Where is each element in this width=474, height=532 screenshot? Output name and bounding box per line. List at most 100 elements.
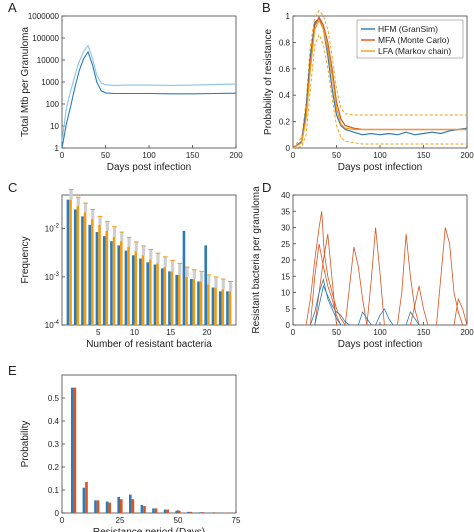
bar-orange bbox=[69, 199, 72, 325]
bar-blue bbox=[175, 274, 178, 325]
x-axis-label: Days post infection bbox=[338, 162, 423, 173]
bar-blue bbox=[189, 279, 193, 325]
x-axis-label: Days post infection bbox=[107, 162, 192, 173]
bar-blue bbox=[66, 199, 70, 325]
bar-blue bbox=[82, 487, 86, 513]
tick-label: 100 bbox=[373, 328, 387, 337]
bar-red bbox=[154, 508, 158, 513]
tick-label: 150 bbox=[417, 151, 431, 160]
bar-orange bbox=[112, 236, 116, 325]
bar-orange bbox=[221, 289, 225, 325]
bar-blue bbox=[197, 281, 200, 325]
lfa-lower-bound bbox=[292, 33, 467, 149]
bar-red bbox=[85, 481, 88, 513]
bar-orange bbox=[199, 281, 203, 325]
error-bar bbox=[214, 276, 218, 288]
bar-red bbox=[201, 512, 204, 513]
tick-label: 0 bbox=[60, 151, 65, 160]
tick-label: 35 bbox=[281, 207, 290, 216]
bar-blue bbox=[146, 262, 149, 325]
error-bar bbox=[105, 221, 109, 231]
trajectory-12 bbox=[375, 307, 394, 326]
trajectory-4 bbox=[366, 227, 385, 326]
y-axis-label: Resistant bacteria per granuloma bbox=[251, 186, 262, 334]
bar-red bbox=[96, 500, 100, 513]
trajectory-9 bbox=[310, 278, 342, 326]
bar-orange bbox=[185, 276, 188, 325]
trajectory-13 bbox=[405, 311, 420, 326]
bar-orange bbox=[127, 246, 130, 325]
tick-label: 0.2 bbox=[279, 118, 291, 127]
error-bar bbox=[199, 271, 204, 282]
tick-label: 10-3 bbox=[45, 272, 60, 282]
trajectory-0 bbox=[305, 211, 350, 326]
bar-blue bbox=[94, 500, 97, 513]
y-axis-label: Probability of resistance bbox=[263, 28, 274, 135]
legend: HFM (GranSim)MFA (Monte Carlo)LFA (Marko… bbox=[356, 19, 464, 59]
tick-label: 0 bbox=[291, 151, 296, 160]
tick-label: 75 bbox=[232, 516, 241, 525]
tick-label: 1000000 bbox=[28, 12, 60, 21]
bar-orange bbox=[163, 267, 167, 325]
tick-label: 15 bbox=[281, 272, 290, 281]
bar-blue bbox=[102, 236, 106, 325]
bar-orange bbox=[149, 259, 152, 325]
bar-blue bbox=[226, 291, 229, 325]
tick-label: 5 bbox=[286, 305, 291, 314]
bar-orange bbox=[207, 284, 210, 325]
bar-blue bbox=[175, 510, 178, 513]
error-bar bbox=[127, 237, 131, 247]
tick-label: 0.3 bbox=[48, 440, 60, 449]
bar-blue bbox=[218, 291, 222, 325]
bar-blue bbox=[117, 496, 120, 513]
x-axis-label: Number of resistant bacteria bbox=[86, 339, 212, 350]
bar-blue bbox=[73, 209, 77, 325]
tick-label: 0 bbox=[60, 516, 65, 525]
bar-orange bbox=[76, 205, 80, 325]
error-bar bbox=[134, 241, 138, 252]
bar-blue bbox=[81, 216, 84, 325]
tick-label: 0.8 bbox=[279, 38, 291, 47]
tick-label: 30 bbox=[281, 224, 290, 233]
panel-label: A bbox=[8, 0, 17, 15]
tick-label: 150 bbox=[186, 151, 200, 160]
error-bar bbox=[228, 281, 233, 292]
tick-label: 200 bbox=[460, 328, 474, 337]
bar-blue bbox=[88, 224, 91, 325]
tick-label: 100000 bbox=[32, 34, 59, 43]
bar-blue bbox=[198, 512, 202, 513]
bar-orange bbox=[120, 241, 123, 325]
panel-label: E bbox=[8, 363, 17, 378]
tick-label: 150 bbox=[417, 328, 431, 337]
error-bar bbox=[221, 279, 225, 290]
tick-label: 100 bbox=[373, 151, 387, 160]
error-bar bbox=[149, 249, 153, 260]
bar-blue bbox=[124, 250, 128, 325]
tick-label: 25 bbox=[281, 240, 290, 249]
y-axis-label: Probability bbox=[20, 421, 31, 468]
series-line-2 bbox=[292, 18, 467, 149]
bar-blue bbox=[117, 245, 120, 325]
tick-label: 50 bbox=[101, 151, 110, 160]
x-axis-label: Days post infection bbox=[338, 339, 423, 350]
trajectory-6 bbox=[436, 227, 463, 326]
tick-label: 10 bbox=[281, 289, 290, 298]
error-bar bbox=[185, 267, 189, 277]
tick-label: 0 bbox=[286, 321, 291, 330]
bar-blue bbox=[182, 230, 186, 325]
bar-red bbox=[120, 499, 123, 513]
tick-label: 1 bbox=[286, 12, 291, 21]
y-axis-label: Frequency bbox=[20, 236, 31, 283]
trajectory-2 bbox=[314, 233, 337, 326]
panel-label: D bbox=[262, 180, 271, 195]
bar-red bbox=[166, 509, 169, 513]
bar-blue bbox=[105, 501, 109, 513]
bar-orange bbox=[178, 274, 181, 325]
legend-entry: HFM (GranSim) bbox=[378, 24, 438, 34]
bar-orange bbox=[192, 279, 196, 325]
error-bar bbox=[178, 263, 182, 275]
tick-label: 200 bbox=[460, 151, 474, 160]
tick-label: 10-4 bbox=[45, 320, 60, 330]
bar-orange bbox=[98, 224, 101, 325]
